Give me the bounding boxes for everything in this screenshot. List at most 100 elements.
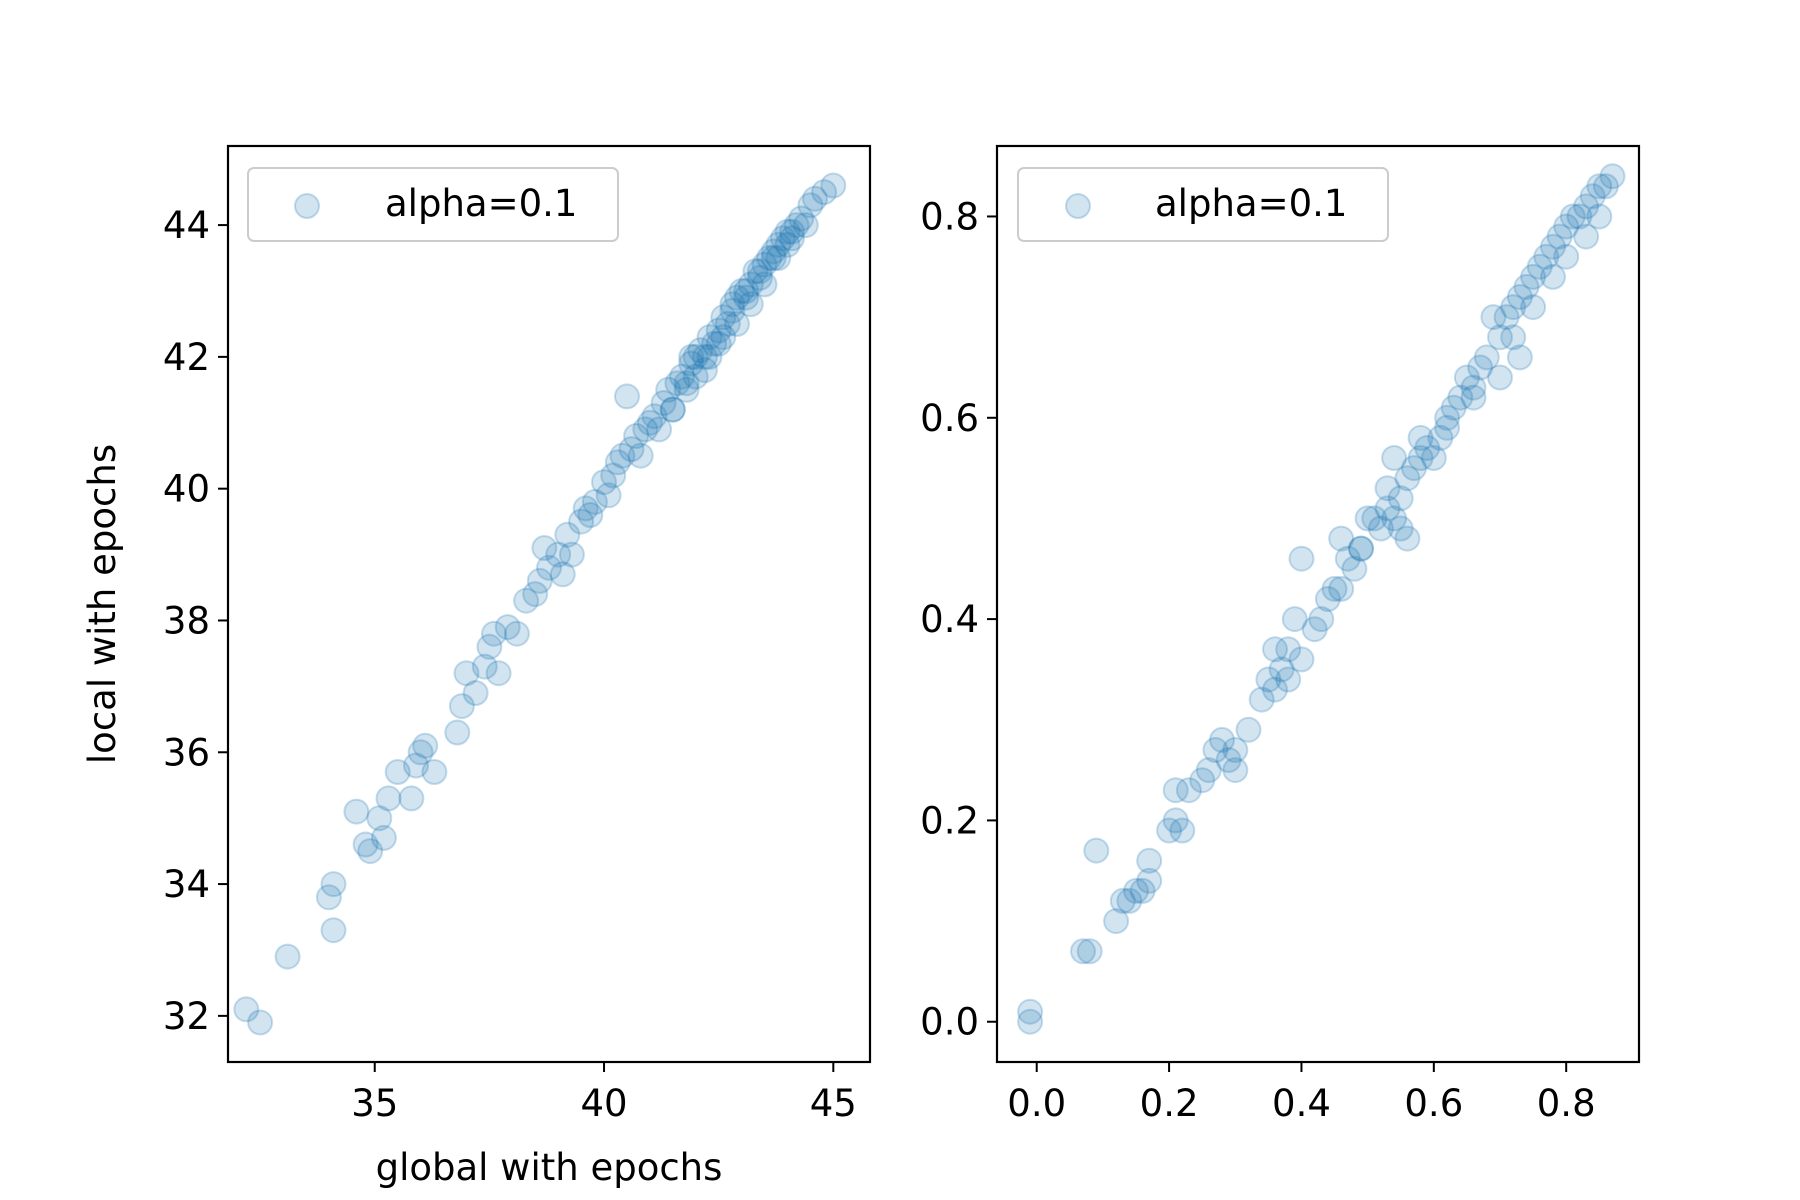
left-plot-area (228, 146, 870, 1062)
right-data-point (1394, 465, 1421, 492)
right-data-point (1493, 304, 1520, 331)
right-data-point (1473, 344, 1500, 371)
left-data-point (471, 653, 498, 680)
left-data-point (774, 231, 801, 258)
right-data-point (1566, 203, 1593, 230)
right-data-point (1215, 747, 1242, 773)
right-data-point (1248, 686, 1275, 713)
right-data-point (1275, 666, 1302, 693)
left-data-point (696, 343, 723, 370)
right-data-point (1348, 535, 1374, 562)
right-data-point (1288, 545, 1315, 572)
left-data-point (737, 271, 764, 298)
left-data-point (632, 416, 659, 443)
right-y-tick-label: 0.8 (920, 195, 979, 238)
left-data-point (233, 996, 260, 1023)
left-data-point (623, 423, 650, 449)
left-x-ticks: 35 40 45 (351, 1062, 857, 1125)
left-data-point (609, 442, 636, 469)
left-y-tick-label: 38 (163, 599, 210, 642)
right-data-point (1275, 636, 1302, 663)
left-data-point (792, 212, 819, 239)
left-data-point (370, 824, 397, 851)
right-data-point (1427, 424, 1454, 451)
left-data-point (682, 363, 709, 390)
right-data-point (1526, 253, 1553, 280)
right-data-point (1506, 344, 1533, 371)
left-data-point (627, 442, 654, 469)
left-data-point (522, 581, 549, 608)
left-x-tick-label: 45 (810, 1082, 857, 1125)
left-data-point (714, 310, 741, 337)
right-data-point (1328, 575, 1355, 602)
left-data-point (737, 291, 764, 318)
left-data-point (375, 785, 402, 812)
left-data-point (728, 278, 755, 304)
right-y-tick-label: 0.2 (920, 799, 979, 842)
left-scatter-panel: 35 40 45 32 34 36 38 40 42 44 global with epochs… (81, 144, 872, 1189)
right-data-point (1387, 485, 1414, 512)
left-data-point (751, 271, 778, 298)
left-data-point (760, 238, 787, 265)
right-scatter-panel: 0.0 0.2 0.4 0.6 0.8 0.0 0.2 0.4 0.6 0.8 alpha=0.… (920, 144, 1641, 1125)
left-data-point (659, 396, 686, 423)
left-data-point (719, 297, 746, 324)
right-data-point (1341, 555, 1368, 582)
left-data-point (577, 502, 604, 528)
right-data-point (1262, 676, 1288, 703)
right-data-point (1162, 777, 1189, 804)
left-data-point (756, 245, 783, 271)
left-data-point (444, 719, 471, 746)
left-data-point (765, 231, 792, 258)
left-legend-marker (294, 193, 320, 219)
right-x-tick-label: 0.6 (1404, 1082, 1463, 1125)
right-data-point (1513, 273, 1540, 300)
left-data-point (687, 337, 714, 364)
right-data-point (1434, 414, 1461, 441)
left-data-point (600, 462, 627, 489)
left-data-point (746, 258, 773, 285)
right-data-point (1460, 374, 1487, 401)
left-data-point (779, 218, 805, 245)
left-data-point (366, 805, 393, 832)
left-data-point (481, 620, 507, 647)
left-data-point (494, 614, 521, 641)
left-data-point (710, 324, 737, 351)
left-data-point (746, 264, 773, 291)
right-data-point (1573, 223, 1600, 250)
right-x-tick-label: 0.4 (1272, 1082, 1331, 1125)
left-data-point (453, 660, 480, 687)
right-data-point (1116, 887, 1143, 914)
left-y-tick-label: 42 (163, 336, 210, 379)
right-data-point (1103, 908, 1130, 935)
left-y-tick-label: 40 (163, 468, 210, 511)
right-data-point (1407, 424, 1434, 451)
left-data-point (595, 482, 622, 509)
left-data-point (751, 251, 778, 278)
right-data-point (1586, 173, 1613, 200)
right-x-tick-label: 0.8 (1537, 1082, 1596, 1125)
left-data-point (742, 258, 769, 285)
right-data-point (1334, 545, 1361, 572)
left-data-point (384, 759, 411, 785)
left-data-point (701, 330, 728, 357)
right-data-point (1136, 867, 1163, 894)
left-data-point (315, 884, 342, 911)
left-legend: alpha=0.1 (247, 167, 619, 242)
left-data-point (604, 449, 631, 476)
left-data-point (678, 350, 705, 377)
left-data-point (733, 278, 760, 304)
right-point-group (1017, 163, 1626, 1035)
right-data-point (1520, 263, 1547, 290)
left-data-point (783, 212, 810, 239)
left-data-point (788, 205, 815, 232)
right-data-point (1407, 445, 1434, 471)
right-data-point (1209, 726, 1235, 753)
left-data-point (765, 245, 792, 271)
left-data-point (320, 871, 347, 898)
right-data-point (1162, 807, 1189, 834)
right-data-point (1314, 586, 1341, 612)
left-legend-box (247, 167, 619, 242)
left-data-point (591, 469, 617, 496)
